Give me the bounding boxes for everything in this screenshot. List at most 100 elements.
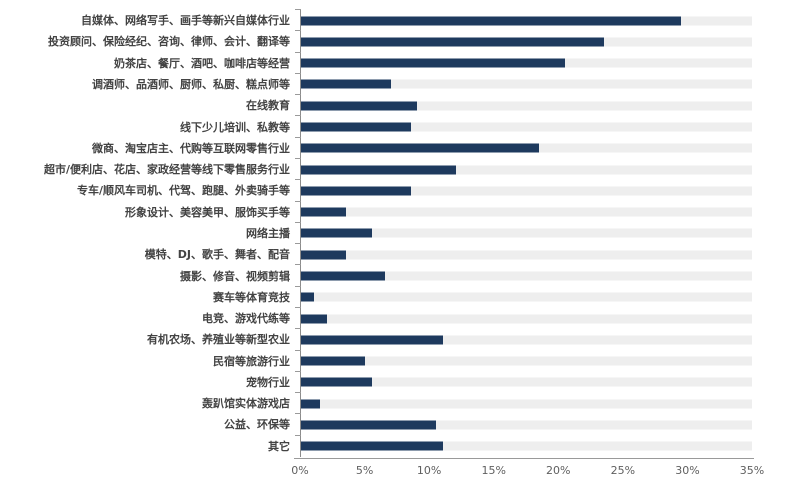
- chart-row: 超市/便利店、花店、家政经营等线下零售服务行业: [0, 157, 753, 181]
- category-label: 模特、DJ、歌手、舞者、配音: [144, 248, 290, 262]
- bar: [301, 356, 366, 366]
- bar-zone: [300, 137, 752, 159]
- category-label: 网络主播: [246, 226, 290, 240]
- bar-zone: [300, 350, 752, 372]
- bar: [301, 420, 437, 430]
- x-axis-labels: 0% 5% 10% 15% 20% 25% 30% 35%: [291, 464, 764, 482]
- bar-zone: [300, 201, 752, 223]
- bar: [301, 271, 385, 281]
- bar-track: [301, 271, 752, 281]
- category-label: 有机农场、养殖业等新型农业: [147, 333, 290, 347]
- bar-zone: [300, 116, 752, 138]
- bar: [301, 101, 417, 111]
- bar: [301, 314, 327, 324]
- chart-row: 线下少儿培训、私教等: [0, 115, 753, 138]
- category-label: 民宿等旅游行业: [213, 354, 290, 368]
- bar-zone: [300, 371, 752, 394]
- bar-zone: [300, 265, 752, 287]
- bar-track: [301, 377, 752, 387]
- bar: [301, 207, 347, 217]
- x-tick-label: 0%: [291, 464, 309, 477]
- bar-track: [301, 165, 752, 175]
- bar-track: [301, 356, 752, 366]
- bar: [301, 250, 347, 260]
- bar-track: [301, 441, 752, 451]
- bar-zone: [300, 10, 752, 32]
- chart-row: 有机农场、养殖业等新型农业: [0, 328, 753, 351]
- x-tick-label: 15%: [481, 464, 506, 477]
- chart-row: 轰趴馆实体游戏店: [0, 392, 753, 415]
- x-tick-label: 10%: [416, 464, 442, 477]
- category-label: 奶茶店、餐厅、酒吧、咖啡店等经营: [114, 56, 290, 70]
- category-label: 投资顾问、保险经纪、咨询、律师、会计、翻译等: [48, 35, 290, 49]
- bar-zone: [300, 31, 752, 53]
- bar-zone: [300, 73, 752, 96]
- x-tick-label: 20%: [546, 464, 571, 477]
- bar-zone: [300, 393, 752, 415]
- chart-row: 形象设计、美容美甲、服饰买手等: [0, 200, 753, 223]
- x-tick-label: 35%: [739, 464, 765, 477]
- x-tick-label: 30%: [675, 464, 700, 477]
- chart-row: 投资顾问、保险经纪、咨询、律师、会计、翻译等: [0, 30, 753, 53]
- bar: [301, 165, 456, 175]
- category-label: 赛车等体育竞技: [213, 290, 290, 304]
- chart-row: 赛车等体育竞技: [0, 285, 753, 308]
- bar-track: [301, 79, 752, 89]
- category-label: 调酒师、品酒师、厨师、私厨、糕点师等: [92, 77, 290, 91]
- bar: [301, 186, 411, 196]
- chart-row: 电竞、游戏代练等: [0, 306, 753, 330]
- bar-track: [301, 186, 752, 196]
- bar: [301, 122, 411, 132]
- bar: [301, 399, 321, 409]
- bar-track: [301, 292, 752, 302]
- bar-zone: [300, 286, 752, 308]
- category-label: 在线教育: [246, 99, 290, 113]
- chart-row: 摄影、修音、视频剪辑: [0, 264, 753, 287]
- chart-row: 民宿等旅游行业: [0, 349, 753, 372]
- chart-row: 自媒体、网络写手、画手等新兴自媒体行业: [0, 8, 753, 32]
- bar: [301, 37, 604, 47]
- bar: [301, 143, 540, 153]
- chart-row: 在线教育: [0, 94, 753, 117]
- chart-row: 专车/顺风车司机、代驾、跑腿、外卖骑手等: [0, 179, 753, 202]
- bar-zone: [300, 329, 752, 351]
- bar: [301, 292, 314, 302]
- chart-row: 微商、淘宝店主、代购等互联网零售行业: [0, 136, 753, 159]
- bar-zone: [300, 158, 752, 181]
- bar-track: [301, 250, 752, 260]
- bar: [301, 79, 392, 89]
- x-tick-label: 25%: [610, 464, 636, 477]
- bar-zone: [300, 180, 752, 202]
- category-label: 公益、环保等: [224, 418, 290, 432]
- bar-track: [301, 399, 752, 409]
- bar-zone: [300, 222, 752, 245]
- bar-zone: [300, 244, 752, 266]
- bar-track: [301, 101, 752, 111]
- chart-rows: 自媒体、网络写手、画手等新兴自媒体行业投资顾问、保险经纪、咨询、律师、会计、翻译…: [0, 8, 753, 457]
- chart-row: 调酒师、品酒师、厨师、私厨、糕点师等: [0, 72, 753, 96]
- bar-track: [301, 420, 752, 430]
- category-label: 电竞、游戏代练等: [202, 312, 290, 326]
- bar: [301, 16, 682, 26]
- bar: [301, 58, 566, 68]
- category-label: 超市/便利店、花店、家政经营等线下零售服务行业: [43, 163, 290, 177]
- bar-zone: [300, 52, 752, 74]
- chart-row: 宠物行业: [0, 370, 753, 394]
- chart-row: 其它: [0, 434, 753, 457]
- category-label: 形象设计、美容美甲、服饰买手等: [125, 205, 290, 219]
- category-label: 微商、淘宝店主、代购等互联网零售行业: [92, 141, 290, 155]
- x-tick-label: 5%: [355, 464, 374, 477]
- bar: [301, 377, 372, 387]
- chart-row: 网络主播: [0, 221, 753, 245]
- bar-track: [301, 314, 752, 324]
- bar-track: [301, 122, 752, 132]
- category-label: 自媒体、网络写手、画手等新兴自媒体行业: [81, 14, 290, 28]
- x-axis-line: [294, 458, 754, 459]
- chart-row: 奶茶店、餐厅、酒吧、咖啡店等经营: [0, 51, 753, 74]
- bar-zone: [300, 95, 752, 117]
- category-label: 摄影、修音、视频剪辑: [180, 269, 290, 283]
- bar-track: [301, 207, 752, 217]
- bar-zone: [300, 414, 752, 436]
- bar-track: [301, 228, 752, 238]
